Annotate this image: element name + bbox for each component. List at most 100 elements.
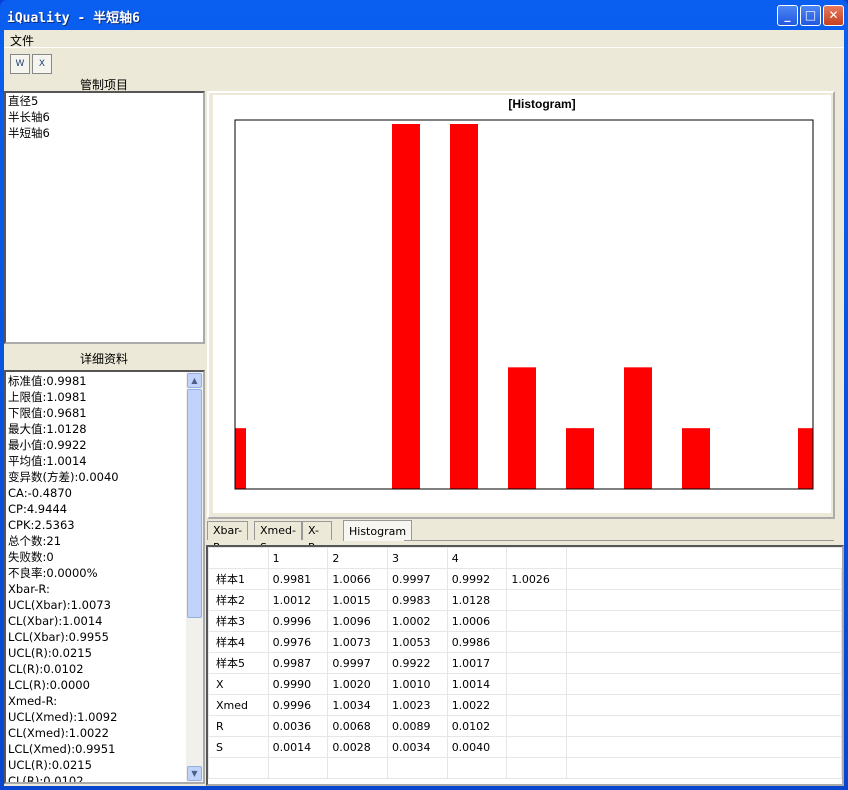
row-header[interactable]: 样本3	[208, 610, 269, 632]
table-cell[interactable]: 0.9922	[387, 652, 448, 674]
control-item[interactable]: 直径5	[8, 94, 39, 108]
table-cell[interactable]: 0.0102	[446, 715, 508, 737]
table-cell[interactable]: 1.0026	[506, 568, 568, 590]
table-cell[interactable]: 1.0014	[446, 673, 508, 695]
table-row: 样本2 1.0012 1.0015 0.9983 1.0128	[208, 589, 842, 611]
table-cell[interactable]: 0.9997	[327, 652, 388, 674]
table-cell[interactable]: 1.0015	[327, 589, 388, 611]
table-cell[interactable]: 1.0128	[446, 589, 508, 611]
histogram-bar	[624, 367, 652, 489]
control-items-label: 管制项目	[79, 78, 128, 92]
tab-xmed-s[interactable]: Xmed-S	[254, 521, 302, 554]
detail-item: 最大值:1.0128	[8, 422, 87, 436]
tab-x-rm[interactable]: X-Rm	[302, 521, 333, 554]
table-cell[interactable]: 1.0022	[446, 694, 508, 716]
table-cell[interactable]: 1.0010	[387, 673, 448, 695]
detail-item: 失败数:0	[8, 550, 54, 564]
row-header[interactable]: Xmed	[208, 694, 269, 716]
row-header[interactable]: R	[208, 715, 269, 737]
table-cell[interactable]	[506, 610, 568, 632]
table-cell[interactable]: 0.9983	[387, 589, 448, 611]
detail-item: Xmed-R:	[8, 694, 58, 708]
table-cell[interactable]: 0.9976	[267, 631, 329, 653]
row-header[interactable]: 样本2	[208, 589, 269, 611]
table-cell[interactable]: 0.0034	[387, 736, 448, 758]
table-cell[interactable]	[506, 694, 568, 716]
table-cell[interactable]: 0.9986	[446, 631, 508, 653]
table-cell[interactable]: 1.0096	[327, 610, 388, 632]
detail-item: 最小值:0.9922	[8, 438, 87, 452]
table-cell[interactable]	[387, 757, 448, 779]
table-cell[interactable]	[506, 652, 568, 674]
table-cell[interactable]	[327, 757, 388, 779]
table-cell[interactable]: 0.9990	[267, 673, 329, 695]
control-item[interactable]: 半短轴6	[8, 126, 50, 140]
table-cell[interactable]: 0.9997	[387, 568, 448, 590]
filler-cell	[566, 757, 842, 779]
maximize-button[interactable]: □	[800, 5, 821, 26]
table-cell[interactable]: 1.0020	[327, 673, 388, 695]
table-row: 样本3 0.9996 1.0096 1.0002 1.0006	[208, 610, 842, 632]
table-cell[interactable]: 1.0023	[387, 694, 448, 716]
table-cell[interactable]	[506, 736, 568, 758]
scroll-thumb[interactable]	[187, 389, 202, 618]
table-cell[interactable]: 1.0006	[446, 610, 508, 632]
table-cell[interactable]: 0.0089	[387, 715, 448, 737]
excel-export-icon[interactable]: X	[32, 54, 52, 74]
client-area: 文件 W X 管制项目 直径5 半长轴6 半短轴6 详细资料 标准值:0.9981 上…	[4, 30, 844, 786]
column-header: 2	[327, 547, 388, 569]
table-cell[interactable]: 0.0068	[327, 715, 388, 737]
table-cell[interactable]	[506, 631, 568, 653]
table-cell[interactable]	[506, 757, 568, 779]
table-cell[interactable]: 1.0053	[387, 631, 448, 653]
table-cell[interactable]: 0.9996	[267, 694, 329, 716]
table-cell[interactable]: 0.9987	[267, 652, 329, 674]
table-cell[interactable]: 1.0017	[446, 652, 508, 674]
control-items-list[interactable]: 直径5 半长轴6 半短轴6	[4, 91, 205, 344]
table-cell[interactable]	[506, 715, 568, 737]
table-cell[interactable]	[267, 757, 329, 779]
detail-item: UCL(R):0.0215	[8, 646, 92, 660]
table-cell[interactable]	[506, 589, 568, 611]
control-item[interactable]: 半长轴6	[8, 110, 50, 124]
table-cell[interactable]: 0.0028	[327, 736, 388, 758]
word-export-icon[interactable]: W	[10, 54, 30, 74]
table-cell[interactable]: 0.9992	[446, 568, 508, 590]
detail-item: CL(Xmed):1.0022	[8, 726, 109, 740]
table-cell[interactable]: 0.0040	[446, 736, 508, 758]
table-row: S 0.0014 0.0028 0.0034 0.0040	[208, 736, 842, 758]
row-header[interactable]: 样本5	[208, 652, 269, 674]
table-cell[interactable]: 1.0012	[267, 589, 329, 611]
detail-item: CA:-0.4870	[8, 486, 72, 500]
detail-item: 标准值:0.9981	[8, 374, 87, 388]
minimize-button[interactable]: _	[777, 5, 798, 26]
table-cell[interactable]: 0.0014	[267, 736, 329, 758]
table-cell[interactable]: 1.0034	[327, 694, 388, 716]
detail-item: 下限值:0.9681	[8, 406, 87, 420]
detail-item: LCL(Xmed):0.9951	[8, 742, 116, 756]
table-cell[interactable]	[446, 757, 508, 779]
row-header[interactable]: 样本4	[208, 631, 269, 653]
table-cell[interactable]: 0.0036	[267, 715, 329, 737]
row-header[interactable]	[208, 757, 269, 779]
details-scrollbar[interactable]: ▲ ▼	[186, 372, 203, 782]
table-cell[interactable]: 0.9996	[267, 610, 329, 632]
tab-xbar-r[interactable]: Xbar-R	[207, 521, 249, 554]
table-cell[interactable]: 1.0066	[327, 568, 388, 590]
table-cell[interactable]: 0.9981	[267, 568, 329, 590]
row-header[interactable]: X	[208, 673, 269, 695]
table-cell[interactable]: 1.0073	[327, 631, 388, 653]
window-title: iQuality - 半短轴6	[7, 11, 140, 26]
detail-item: CL(R):0.0102	[8, 662, 84, 676]
table-cell[interactable]	[506, 673, 568, 695]
row-header[interactable]: S	[208, 736, 269, 758]
histogram-bar	[566, 428, 594, 489]
scroll-up-icon[interactable]: ▲	[187, 373, 202, 388]
row-header[interactable]: 样本1	[208, 568, 269, 590]
plot-frame	[234, 119, 814, 490]
tab-histogram[interactable]: Histogram	[343, 520, 413, 541]
close-button[interactable]: ✕	[823, 5, 844, 26]
scroll-down-icon[interactable]: ▼	[187, 766, 202, 781]
menu-file[interactable]: 文件	[10, 34, 35, 48]
table-cell[interactable]: 1.0002	[387, 610, 448, 632]
